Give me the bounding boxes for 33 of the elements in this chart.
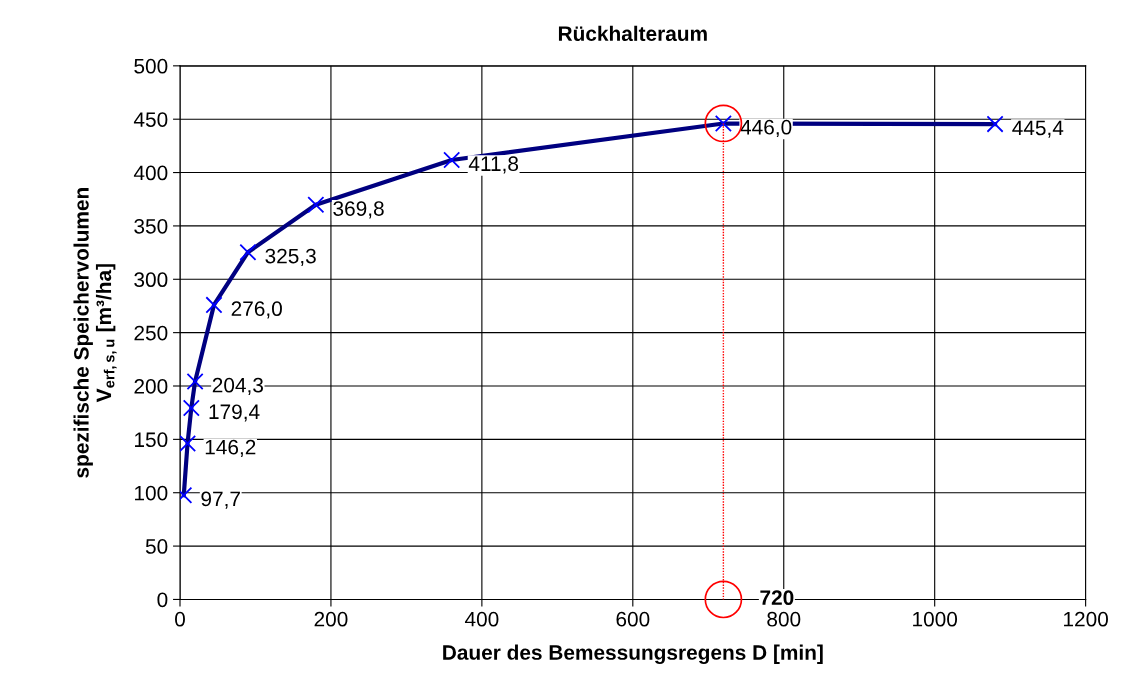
y-tick-label: 250 <box>134 325 168 341</box>
point <box>704 580 743 619</box>
x-axis-title: Dauer des Bemessungsregens D [min] <box>443 644 823 665</box>
chart-title: Rückhalteraum <box>558 25 707 42</box>
data-label: 179,4 <box>209 404 260 422</box>
y-tick-label: 450 <box>133 112 168 127</box>
x-tick-label: 600 <box>616 611 650 627</box>
data-label: 369,8 <box>333 201 384 219</box>
x-tick-label: 800 <box>767 611 801 627</box>
data-label: 411,8 <box>468 156 519 174</box>
y-tick-label: 100 <box>135 485 168 501</box>
x-tick-label: 0 <box>175 611 185 627</box>
y-tick-label: 0 <box>157 592 168 608</box>
y-tick-label: 350 <box>134 218 168 234</box>
x-tick-label: 200 <box>314 611 348 627</box>
y-tick-label: 500 <box>134 58 168 74</box>
y-tick-label: 150 <box>135 432 168 448</box>
data-label: 446,0 <box>740 119 792 138</box>
x-tick-label: 400 <box>464 611 499 627</box>
y-axis-title: spezifische Speichervolumen V$_{erf,s,u}$ [m³/ha] <box>73 188 117 478</box>
y-tick-label: 200 <box>134 379 168 394</box>
x-tick-label: 1200 <box>1064 611 1108 627</box>
data-label: 146,2 <box>205 439 256 458</box>
data-label: 445,4 <box>1012 120 1064 138</box>
data-label: 325,3 <box>265 248 316 266</box>
annotation: 720 <box>760 590 794 606</box>
x-tick-label: 1000 <box>913 611 958 627</box>
y-tick-label: 400 <box>133 165 168 181</box>
data-label: 97,7 <box>201 491 240 509</box>
data-label: 204,3 <box>212 377 263 396</box>
y-tick-label: 50 <box>145 539 168 554</box>
y-tick-label: 300 <box>134 272 168 288</box>
data-label: 276,0 <box>231 301 282 319</box>
